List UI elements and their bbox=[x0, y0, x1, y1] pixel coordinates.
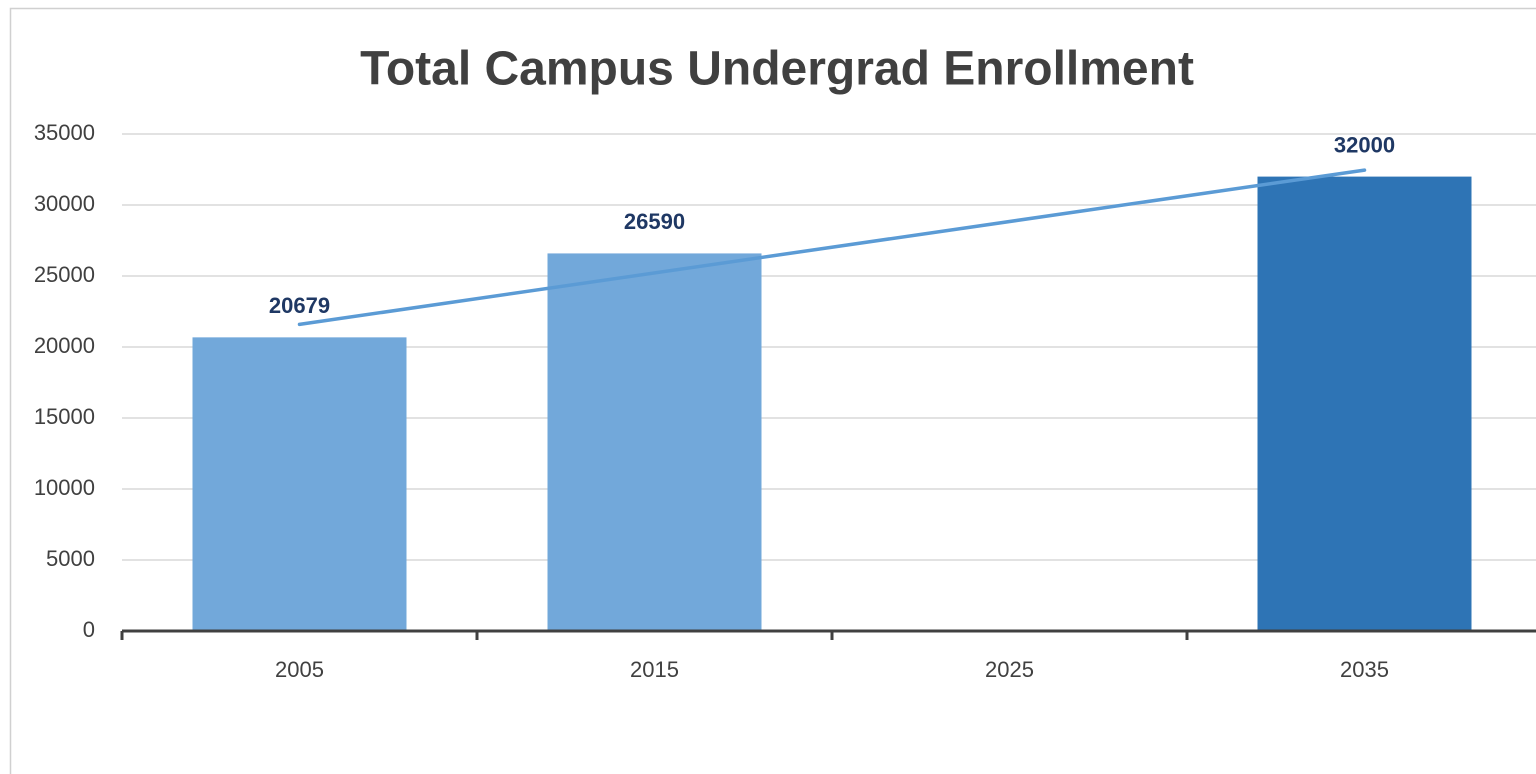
data-label: 32000 bbox=[1334, 132, 1395, 157]
y-tick-label: 0 bbox=[83, 617, 95, 642]
data-label: 20679 bbox=[269, 293, 330, 318]
y-tick-label: 10000 bbox=[34, 475, 95, 500]
bar bbox=[547, 253, 762, 631]
x-tick-label: 2035 bbox=[1340, 657, 1389, 682]
x-tick-label: 2005 bbox=[275, 657, 324, 682]
x-tick-label: 2025 bbox=[985, 657, 1034, 682]
y-tick-label: 5000 bbox=[46, 546, 95, 571]
bar bbox=[1257, 176, 1472, 631]
x-tick-label: 2015 bbox=[630, 657, 679, 682]
data-label: 26590 bbox=[624, 209, 685, 234]
chart-title: Total Campus Undergrad Enrollment bbox=[360, 43, 1194, 96]
y-tick-label: 20000 bbox=[34, 333, 95, 358]
y-tick-label: 30000 bbox=[34, 191, 95, 216]
bar bbox=[192, 337, 407, 631]
y-tick-label: 25000 bbox=[34, 262, 95, 287]
y-tick-label: 15000 bbox=[34, 404, 95, 429]
y-tick-label: 35000 bbox=[34, 120, 95, 145]
trendline bbox=[297, 168, 1367, 327]
